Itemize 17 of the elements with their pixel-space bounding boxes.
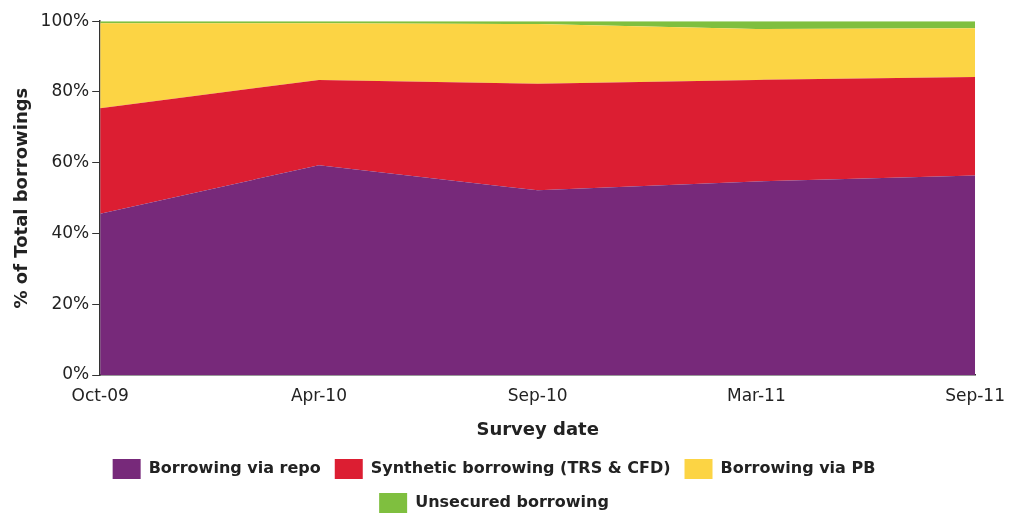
y-tick-label: 0% [62, 363, 90, 384]
y-tick-label: 100% [40, 9, 90, 30]
legend-label: Synthetic borrowing (TRS & CFD) [370, 458, 671, 478]
legend-label: Borrowing via PB [720, 458, 876, 478]
y-axis-title: % of Total borrowings [10, 87, 32, 309]
x-tick-label: Oct-09 [71, 384, 129, 405]
y-tick-label: 60% [51, 151, 90, 172]
legend-label: Borrowing via repo [148, 458, 321, 478]
y-tick-label: 40% [51, 221, 90, 242]
legend-label: Unsecured borrowing [415, 492, 609, 512]
x-tick-label: Sep-11 [945, 384, 1005, 405]
x-tick-label: Sep-10 [507, 384, 568, 405]
x-tick-label: Mar-11 [726, 384, 786, 405]
x-axis-title: Survey date [476, 417, 599, 439]
y-tick-label: 80% [51, 80, 90, 101]
y-tick-label: 20% [51, 292, 90, 313]
x-tick-label: Apr-10 [290, 384, 347, 405]
